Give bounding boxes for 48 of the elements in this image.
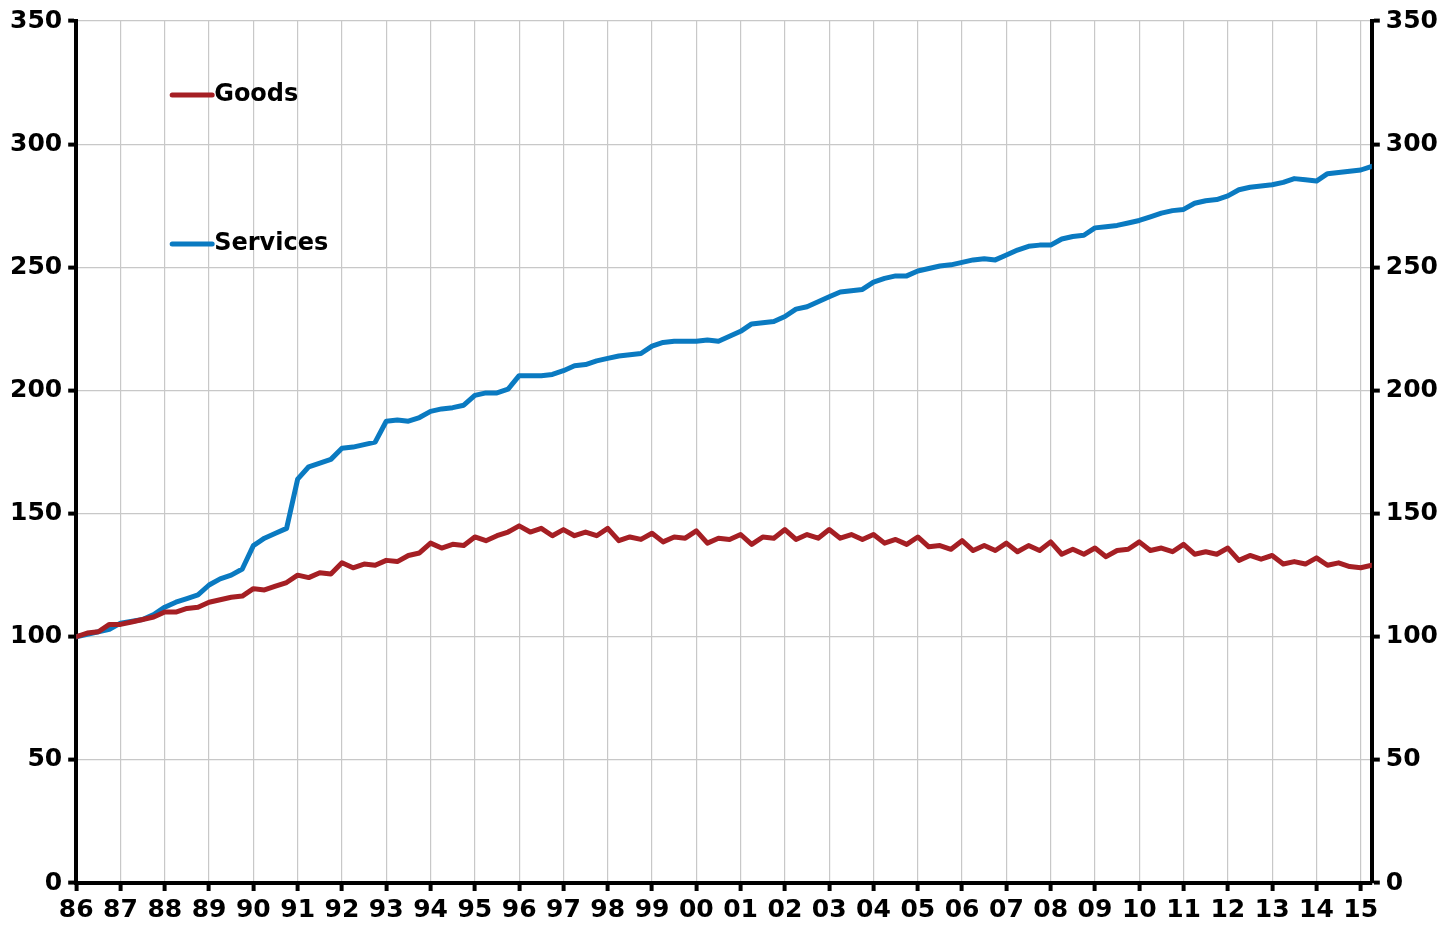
y2-tick-label: 50: [1385, 743, 1421, 773]
y-tick-label: 250: [10, 250, 63, 280]
y-tick-label: 0: [44, 866, 63, 896]
x-tick-label: 05: [900, 893, 936, 923]
x-tick-label: 92: [324, 893, 360, 923]
x-tick-label: 06: [944, 893, 980, 923]
x-tick-label: 00: [678, 893, 714, 923]
y2-tick-label: 100: [1385, 620, 1438, 650]
x-tick-label: 96: [501, 893, 537, 923]
x-tick-label: 14: [1299, 893, 1334, 923]
x-tick-label: 97: [546, 893, 581, 923]
x-tick-label: 12: [1210, 893, 1246, 923]
x-tick-label: 07: [988, 893, 1024, 923]
x-tick-label: 95: [457, 893, 493, 923]
y2-tick-label: 150: [1385, 497, 1438, 527]
x-tick-label: 10: [1121, 893, 1157, 923]
y2-tick-label: 300: [1385, 127, 1438, 157]
x-tick-label: 94: [413, 893, 448, 923]
legend-label: Services: [214, 228, 329, 257]
x-tick-label: 91: [280, 893, 316, 923]
x-tick-label: 08: [1033, 893, 1069, 923]
x-tick-label: 98: [590, 893, 626, 923]
x-tick-label: 88: [147, 893, 183, 923]
y2-tick-label: 250: [1385, 250, 1438, 280]
x-tick-label: 09: [1077, 893, 1113, 923]
x-tick-label: 89: [191, 893, 227, 923]
x-tick-label: 90: [235, 893, 271, 923]
x-tick-label: 11: [1166, 893, 1201, 923]
y2-tick-label: 0: [1385, 866, 1404, 896]
x-tick-label: 15: [1343, 893, 1379, 923]
y-tick-label: 200: [10, 373, 63, 403]
y-tick-label: 150: [10, 497, 63, 527]
x-tick-label: 99: [634, 893, 670, 923]
y-tick-label: 350: [10, 4, 63, 34]
y-tick-label: 50: [27, 743, 63, 773]
y-tick-label: 100: [10, 620, 63, 650]
x-tick-label: 03: [811, 893, 847, 923]
x-tick-label: 02: [767, 893, 803, 923]
x-tick-label: 01: [723, 893, 759, 923]
y2-tick-label: 200: [1385, 373, 1438, 403]
x-tick-label: 93: [368, 893, 404, 923]
legend-label: Goods: [214, 79, 299, 108]
y-tick-label: 300: [10, 127, 63, 157]
x-tick-label: 87: [103, 893, 138, 923]
x-tick-label: 13: [1254, 893, 1290, 923]
x-tick-label: 86: [58, 893, 94, 923]
x-tick-label: 04: [856, 893, 891, 923]
y2-tick-label: 350: [1385, 4, 1438, 34]
